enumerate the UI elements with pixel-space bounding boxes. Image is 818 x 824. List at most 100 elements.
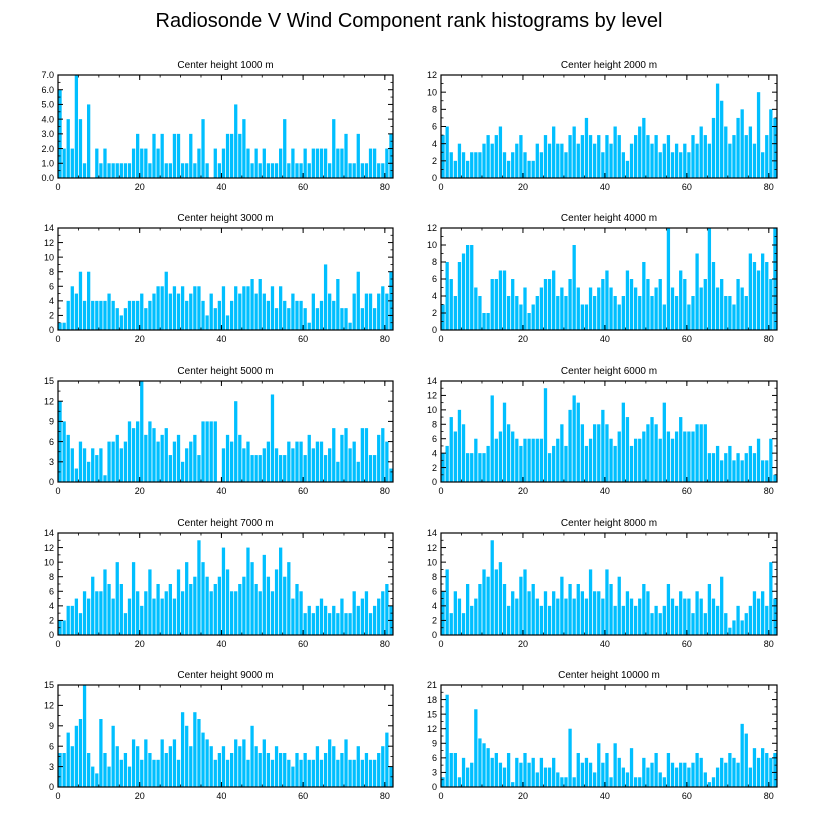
histogram-bar <box>695 753 699 787</box>
histogram-bar <box>344 739 348 787</box>
histogram-bar <box>229 300 234 330</box>
histogram-bar <box>148 421 152 482</box>
histogram-bar <box>74 293 79 330</box>
histogram-bar <box>625 591 630 635</box>
histogram-bar <box>344 613 348 635</box>
histogram-bar <box>556 143 560 178</box>
histogram-bar <box>642 757 646 787</box>
x-tick-label: 20 <box>518 486 528 496</box>
histogram-bar <box>279 753 283 787</box>
histogram-bar <box>769 757 773 787</box>
panel-title: Center height 8000 m <box>561 518 657 529</box>
histogram-bar <box>650 762 654 787</box>
x-tick-label: 80 <box>764 334 774 344</box>
histogram-bar <box>152 293 156 330</box>
histogram-bar <box>527 591 531 635</box>
histogram-bar <box>246 286 250 330</box>
histogram-bar <box>449 753 453 787</box>
histogram-bar <box>662 777 666 787</box>
histogram-bar <box>319 300 324 330</box>
y-tick-label: 0 <box>432 325 437 335</box>
histogram-bar <box>356 133 360 178</box>
histogram-bar <box>352 163 356 178</box>
histogram-bar <box>270 759 275 787</box>
histogram-bar <box>74 468 79 482</box>
histogram-bar <box>360 759 365 787</box>
histogram-bar <box>699 757 703 787</box>
histogram-bar <box>176 293 181 330</box>
histogram-bar <box>568 728 572 787</box>
histogram-bar <box>465 245 470 330</box>
histogram-bar <box>580 304 585 330</box>
histogram-bar <box>465 584 470 635</box>
histogram-bar <box>633 438 638 482</box>
histogram-bar <box>617 135 621 178</box>
histogram-bar <box>164 753 168 787</box>
x-tick-label: 60 <box>298 639 308 649</box>
histogram-bar <box>229 753 234 787</box>
histogram-bar <box>687 304 691 330</box>
histogram-bar <box>494 279 498 330</box>
histogram-bar <box>560 143 564 178</box>
histogram-bar <box>103 569 107 635</box>
histogram-bar <box>95 591 99 635</box>
histogram-bar <box>474 152 478 178</box>
histogram-bar <box>360 428 365 482</box>
histogram-bar <box>593 296 597 330</box>
histogram-bar <box>572 777 576 787</box>
x-tick-label: 0 <box>438 639 443 649</box>
histogram-bar <box>189 133 193 178</box>
histogram-bar <box>372 605 377 635</box>
histogram-bar <box>74 75 79 178</box>
histogram-bar <box>633 777 638 787</box>
histogram-bar <box>511 591 515 635</box>
histogram-bar <box>311 613 315 635</box>
histogram-bar <box>666 753 671 787</box>
histogram-bar <box>307 434 311 482</box>
histogram-bar <box>441 304 445 330</box>
histogram-bar <box>221 547 226 635</box>
histogram-bar <box>601 762 605 787</box>
y-tick-label: 10 <box>427 557 437 567</box>
histogram-bar <box>385 441 389 482</box>
histogram-bar <box>266 441 271 482</box>
histogram-bar <box>613 743 617 787</box>
histogram-bar <box>377 163 381 178</box>
histogram-bar <box>494 753 498 787</box>
histogram-bar <box>225 133 230 178</box>
histogram-bar <box>761 591 765 635</box>
histogram-bar <box>711 453 716 482</box>
histogram-bar <box>478 738 482 787</box>
histogram-bar <box>523 152 527 178</box>
histogram-bar <box>229 133 234 178</box>
histogram-bar <box>368 613 373 635</box>
histogram-bar <box>78 441 83 482</box>
histogram-bar <box>148 163 152 178</box>
histogram-bar <box>683 598 687 635</box>
x-tick-label: 40 <box>216 639 226 649</box>
histogram-bar <box>95 148 99 178</box>
histogram-bar <box>91 300 95 330</box>
panel-title: Center height 1000 m <box>177 60 273 71</box>
histogram-bar <box>360 598 365 635</box>
y-tick-label: 14 <box>44 223 54 233</box>
y-tick-label: 3 <box>432 768 437 778</box>
histogram-bar <box>695 424 699 482</box>
y-tick-label: 8 <box>432 419 437 429</box>
histogram-bar <box>168 455 172 482</box>
histogram-bar <box>654 135 658 178</box>
histogram-bar <box>584 445 589 482</box>
histogram-bar <box>732 304 736 330</box>
histogram-bar <box>572 126 576 178</box>
histogram-bar <box>119 759 123 787</box>
histogram-bar <box>695 253 699 330</box>
histogram-bar <box>385 293 389 330</box>
histogram-bar <box>679 591 683 635</box>
histogram-bar <box>482 743 486 787</box>
x-tick-label: 60 <box>298 182 308 192</box>
histogram-bar <box>765 262 769 330</box>
histogram-bar <box>765 753 769 787</box>
histogram-bar <box>185 300 189 330</box>
histogram-bar <box>291 598 295 635</box>
